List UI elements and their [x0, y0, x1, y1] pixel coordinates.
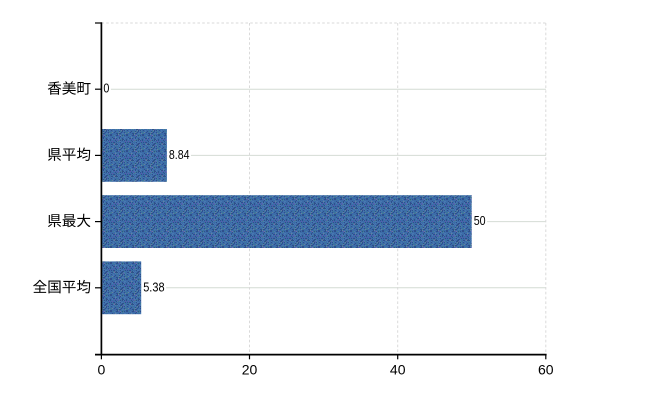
svg-text:40: 40 [390, 362, 406, 378]
svg-text:0: 0 [98, 362, 106, 378]
svg-text:60: 60 [538, 362, 554, 378]
svg-text:50: 50 [474, 213, 486, 228]
svg-text:0: 0 [103, 81, 109, 96]
svg-text:8.84: 8.84 [169, 147, 190, 162]
svg-text:20: 20 [242, 362, 258, 378]
svg-text:5.38: 5.38 [143, 279, 164, 294]
